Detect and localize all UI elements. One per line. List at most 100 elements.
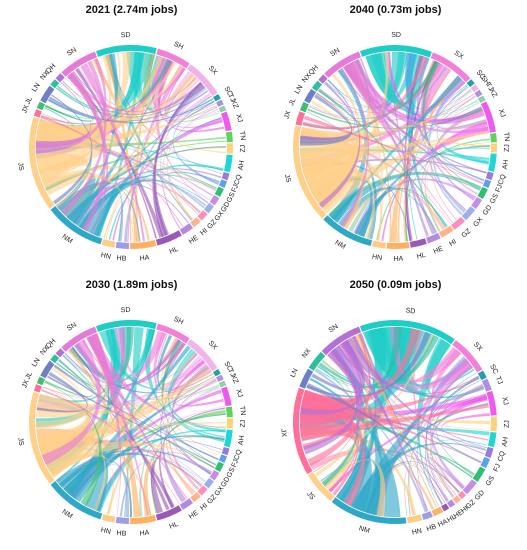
segment-arc-sd: [96, 44, 157, 57]
segment-arc-js: [28, 391, 55, 484]
chord-ribbon: [416, 56, 475, 201]
segment-arc-hl: [155, 230, 182, 246]
chord-ribbon: [53, 364, 219, 460]
chord-ribbon: [42, 166, 216, 192]
segment-label: ZJ: [504, 420, 511, 428]
segment-arc-ah: [224, 429, 233, 448]
segment-arc-nm: [331, 497, 407, 524]
segment-label: SC: [488, 363, 499, 375]
ribbons: [299, 51, 491, 243]
chord-ribbon: [123, 85, 206, 243]
segment-label: SX: [472, 341, 484, 353]
chord-ribbon: [105, 54, 138, 243]
segment-arc-ha: [386, 242, 410, 250]
segment-label: NM: [358, 525, 371, 535]
segment-arc-ln: [299, 368, 314, 389]
segment-arc-qh: [55, 73, 65, 83]
segment-arcs: [292, 44, 498, 250]
segment-label: LN: [294, 84, 305, 95]
segment-arc-tn: [225, 406, 233, 418]
segment-arc-sn: [321, 326, 361, 356]
chord-ribbon: [40, 115, 184, 228]
segment-label: AH: [502, 159, 510, 170]
chord-ribbon: [303, 115, 483, 185]
segment-label: HI: [460, 505, 470, 515]
segment-arc-ha: [431, 506, 443, 517]
segment-label: XJ: [234, 388, 243, 398]
segment-label: TN: [238, 131, 246, 141]
segment-arc-ln: [40, 360, 55, 379]
chord-ribbon: [143, 436, 225, 517]
segment-label: JS: [16, 162, 24, 172]
segment-arc-js: [292, 125, 327, 219]
segment-arc-gx: [203, 202, 214, 214]
segment-arc-tj: [216, 99, 224, 107]
chord-ribbon: [348, 101, 479, 233]
segment-arc-hl: [441, 503, 450, 512]
chord-ribbon: [440, 413, 490, 455]
chart-title: 2040 (0.73m jobs): [349, 4, 442, 16]
chord-ribbon: [347, 61, 484, 184]
chord-ribbon: [158, 60, 220, 122]
segment-arc-sd: [360, 319, 455, 345]
segment-arc-he: [179, 223, 194, 235]
segment-label: JX: [21, 104, 30, 114]
segment-label: SN: [66, 322, 78, 333]
segment-arc-tj: [474, 89, 483, 98]
segment-label: GD: [220, 201, 232, 214]
chord-ribbon: [152, 82, 204, 237]
segment-label: QH: [308, 64, 320, 76]
chord-ribbon: [299, 404, 490, 442]
segment-arc-js: [28, 116, 55, 209]
segment-label: TN: [238, 406, 246, 416]
segment-label: JS: [283, 174, 292, 184]
segment-arc-tn: [225, 131, 233, 143]
segment-arc-xj: [221, 111, 232, 132]
segment-label: SX: [453, 50, 465, 61]
segment-label: SD: [121, 32, 131, 39]
segment-arc-qh: [318, 74, 328, 84]
segment-label: FJ: [231, 184, 240, 194]
segment-arc-jl: [36, 376, 46, 386]
chord-ribbon: [342, 337, 480, 395]
segment-label: SH: [173, 41, 185, 51]
segment-label: CQ: [234, 448, 244, 461]
segment-label: JX: [279, 428, 287, 437]
segment-label: NM: [61, 233, 74, 245]
chord-ribbon: [318, 79, 361, 208]
chord-ribbon: [106, 351, 197, 515]
chord-ribbon: [437, 91, 491, 147]
segment-arc-sc: [213, 93, 221, 102]
chord-ribbon: [318, 88, 447, 228]
chord-ribbon: [407, 56, 430, 240]
chord-ribbon: [405, 138, 490, 242]
chord-ribbon: [340, 67, 370, 228]
chord-ribbon: [306, 382, 460, 493]
segment-arc-hb: [115, 241, 129, 249]
segment-arc-cq: [221, 171, 230, 181]
chord-ribbon: [166, 108, 219, 221]
chord-ribbon: [80, 62, 146, 242]
segment-label: AH: [501, 436, 510, 447]
segment-arc-gz: [197, 210, 208, 221]
segment-label: SX: [207, 340, 219, 352]
segment-label: TJ: [484, 82, 494, 92]
segment-label: SH: [173, 316, 185, 326]
chord-ribbon: [300, 82, 355, 141]
chord-ribbon: [424, 453, 475, 505]
chord-ribbon: [159, 407, 226, 509]
segment-label: ZJ: [240, 420, 247, 428]
chord-panel-2040: 2040 (0.73m jobs) SD SX SC SH TJ XZ XJ TN ZJ AH CQ…: [264, 0, 527, 275]
chord-ribbon: [168, 350, 225, 443]
segment-arc-gx: [461, 206, 476, 221]
segment-arc-tj: [481, 378, 492, 392]
segment-label: HI: [199, 227, 209, 237]
segment-arc-sn: [61, 51, 97, 77]
segment-arc-hn: [101, 513, 116, 523]
segment-label: GX: [214, 210, 226, 223]
chord-ribbon: [150, 452, 215, 514]
chord-ribbon: [41, 389, 180, 505]
chord-ribbon: [57, 58, 171, 112]
segment-label: JX: [21, 379, 30, 389]
segment-label: GZ: [461, 227, 474, 239]
